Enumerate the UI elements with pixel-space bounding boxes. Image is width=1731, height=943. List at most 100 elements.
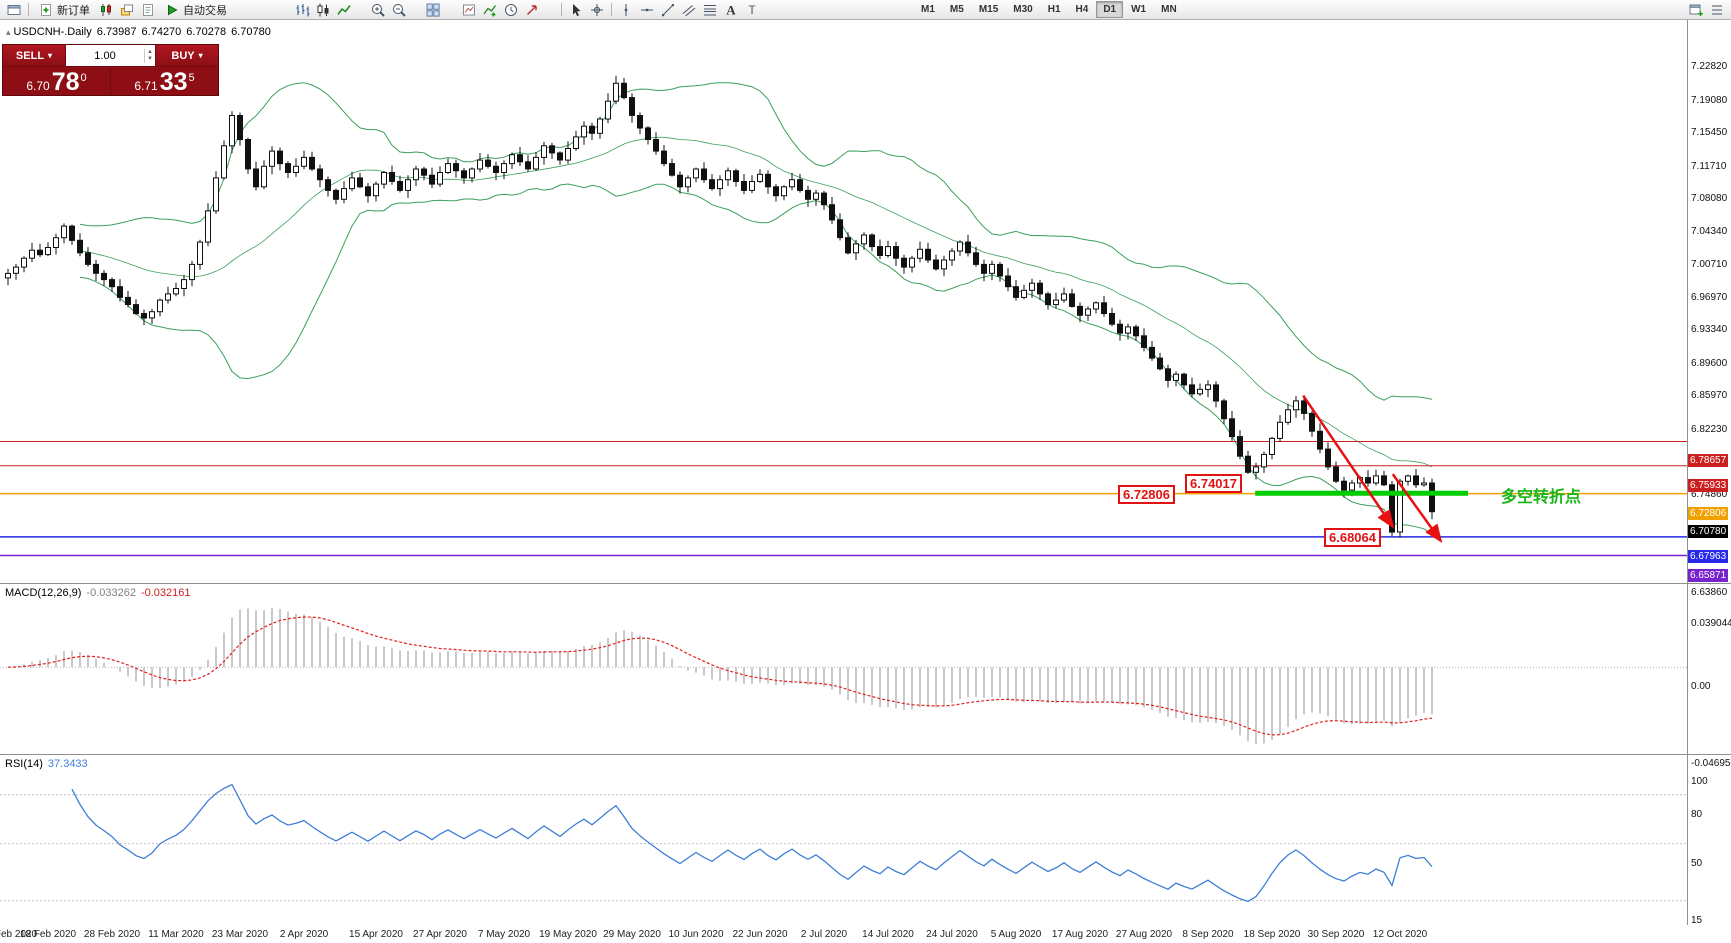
- volume-field[interactable]: 1.00 ▲ ▼: [65, 45, 156, 66]
- axis-separator: [1687, 20, 1688, 925]
- timeframe-H4-button[interactable]: H4: [1075, 4, 1089, 15]
- symbol-period-label: USDCNH-.Daily: [13, 26, 92, 38]
- price-axis-label: 6.74860: [1691, 489, 1728, 500]
- macd-indicator-label: MACD(12,26,9) -0.033262 -0.032161: [5, 587, 191, 599]
- autotrading-button[interactable]: 自动交易: [159, 1, 232, 19]
- window-list-icon[interactable]: [1707, 1, 1727, 19]
- price-axis-label: 6.89600: [1691, 358, 1728, 369]
- text-tool-icon[interactable]: A: [721, 1, 741, 19]
- price-axis-tag: 6.75933: [1688, 479, 1729, 492]
- periods-icon[interactable]: [501, 1, 521, 19]
- rsi-canvas[interactable]: [0, 754, 1687, 925]
- sell-price-sup: 0: [80, 72, 87, 84]
- timeframe-H1-button[interactable]: H1: [1047, 4, 1061, 15]
- stepper-down-icon[interactable]: ▼: [147, 55, 153, 62]
- price-axis-label: 6.93340: [1691, 324, 1728, 335]
- date-axis-label: 29 May 2020: [603, 929, 661, 940]
- price-axis-label: 6.82230: [1691, 424, 1728, 435]
- rsi-name: RSI(14): [5, 758, 43, 770]
- chart-shift-icon-glyph: [527, 4, 537, 15]
- toolbar-separator: [611, 3, 612, 16]
- macd-name: MACD(12,26,9): [5, 587, 82, 599]
- volume-stepper[interactable]: ▲ ▼: [144, 48, 155, 63]
- stepper-up-icon[interactable]: ▲: [147, 48, 153, 55]
- fibonacci-icon-glyph: [704, 4, 716, 15]
- fibonacci-icon[interactable]: [700, 1, 720, 19]
- horizontal-line-icon-glyph: [641, 8, 653, 11]
- date-axis-label: 27 Aug 2020: [1115, 929, 1173, 940]
- price-axis-label: 7.22820: [1691, 61, 1728, 72]
- macd-panel-separator[interactable]: [0, 583, 1731, 584]
- macd-canvas[interactable]: [0, 583, 1687, 754]
- date-axis-label: 17 Aug 2020: [1051, 929, 1109, 940]
- price-annotation[interactable]: 6.72806: [1118, 485, 1175, 504]
- data-window-icon[interactable]: [138, 1, 158, 19]
- timeframe-M1-button[interactable]: M1: [921, 4, 935, 15]
- indicators-icon[interactable]: [480, 1, 500, 19]
- timeframe-MN-button[interactable]: MN: [1161, 4, 1177, 15]
- rsi-panel-separator[interactable]: [0, 754, 1731, 755]
- crosshair-icon[interactable]: [587, 1, 607, 19]
- vertical-line-icon[interactable]: [616, 1, 636, 19]
- new-window-icon[interactable]: [459, 1, 479, 19]
- ohlc-close: 6.70780: [231, 26, 271, 38]
- price-annotation[interactable]: 6.74017: [1185, 474, 1242, 493]
- price-axis-label: 7.00710: [1691, 259, 1728, 270]
- chart-candles-icon[interactable]: [96, 1, 116, 19]
- timeframe-M30-button[interactable]: M30: [1013, 4, 1033, 15]
- cursor-icon[interactable]: [566, 1, 586, 19]
- date-axis-label: 7 May 2020: [477, 929, 531, 940]
- autotrading-icon: [168, 4, 178, 15]
- label-tool-icon[interactable]: T: [742, 1, 762, 19]
- zoom-in-icon[interactable]: [368, 1, 388, 19]
- new-window-icon-glyph: [463, 4, 475, 15]
- price-annotation[interactable]: 6.68064: [1324, 528, 1381, 547]
- date-axis-label: 14 Jul 2020: [862, 929, 914, 940]
- price-axis-label: 7.04340: [1691, 226, 1728, 237]
- bar-chart-mode-icon[interactable]: [292, 1, 312, 19]
- date-axis-label: 5 Aug 2020: [990, 929, 1042, 940]
- date-axis-label: 2 Apr 2020: [279, 929, 329, 940]
- timeframe-M5-button[interactable]: M5: [949, 4, 964, 15]
- timeframe-M15-button[interactable]: M15: [978, 4, 999, 15]
- channel-icon[interactable]: [679, 1, 699, 19]
- main-toolbar: 新订单 自动交易 A T M1 M5 M15 M30 H1 H4 D1 W1 MN: [0, 0, 1731, 20]
- candle-chart-mode-icon[interactable]: [313, 1, 333, 19]
- line-chart-mode-icon[interactable]: [334, 1, 354, 19]
- indicators-icon-glyph: [483, 4, 497, 16]
- sell-button[interactable]: SELL ▾: [3, 45, 65, 66]
- chart-candles-icon-glyph: [101, 3, 111, 16]
- zoom-out-icon[interactable]: [389, 1, 409, 19]
- chart-window-icon[interactable]: [4, 1, 24, 19]
- rsi-axis-label: 80: [1691, 809, 1703, 820]
- candle-chart-mode-icon-glyph: [317, 3, 329, 16]
- one-click-collapse-icon[interactable]: ▴: [6, 27, 11, 37]
- chart-shift-icon[interactable]: [522, 1, 542, 19]
- toolbar-separator: [28, 3, 29, 16]
- price-chart-canvas[interactable]: [0, 20, 1687, 583]
- buy-price[interactable]: 6.71 33 5: [110, 67, 218, 95]
- profiles-icon-glyph: [121, 4, 133, 15]
- sell-price[interactable]: 6.70 78 0: [3, 67, 110, 95]
- new-chart-icon[interactable]: [1686, 1, 1706, 19]
- pivot-annotation[interactable]: 多空转折点: [1501, 489, 1582, 506]
- price-axis-label: 7.11710: [1691, 161, 1727, 172]
- buy-price-big: 33: [159, 68, 188, 96]
- chart-symbol-header: ▴ USDCNH-.Daily 6.73987 6.74270 6.70278 6.707…: [6, 26, 271, 38]
- timeframe-W1-button[interactable]: W1: [1131, 4, 1147, 15]
- price-axis-tag: 6.67963: [1688, 550, 1729, 563]
- buy-button[interactable]: BUY ▾: [156, 45, 218, 66]
- crosshair-icon-glyph: [591, 3, 603, 16]
- rsi-indicator-label: RSI(14) 37.3433: [5, 758, 88, 770]
- date-axis-label: 10 Jun 2020: [668, 929, 724, 940]
- profiles-icon[interactable]: [117, 1, 137, 19]
- horizontal-line-icon[interactable]: [637, 1, 657, 19]
- new-order-button[interactable]: 新订单: [33, 1, 95, 19]
- trendline-icon[interactable]: [658, 1, 678, 19]
- tile-windows-icon[interactable]: [423, 1, 443, 19]
- zoom-out-icon-glyph: [393, 3, 406, 17]
- date-axis-label: 11 Mar 2020: [148, 929, 204, 940]
- timeframe-D1-button[interactable]: D1: [1096, 1, 1124, 18]
